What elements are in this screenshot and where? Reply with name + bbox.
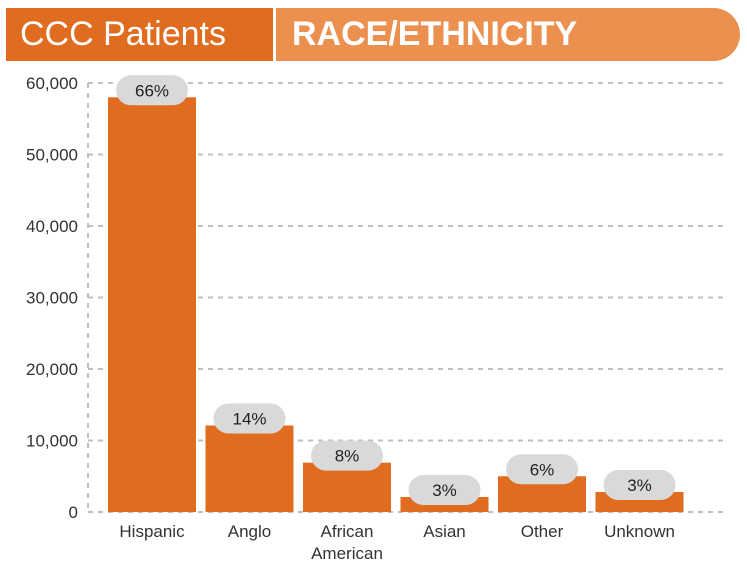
y-tick-label: 60,000 <box>26 74 78 93</box>
data-label: 8% <box>335 447 360 466</box>
category-label: Unknown <box>604 522 675 541</box>
header-banner: CCC Patients RACE/ETHNICITY <box>6 8 740 61</box>
data-label: 6% <box>530 460 555 479</box>
y-tick-label: 0 <box>69 503 78 522</box>
data-label: 3% <box>627 476 652 495</box>
bar <box>205 425 294 512</box>
data-label-pill <box>116 75 188 106</box>
category-label: American <box>311 544 383 563</box>
data-label-pill <box>506 454 578 485</box>
category-label: Other <box>521 522 564 541</box>
data-label: 66% <box>135 81 169 100</box>
y-tick-label: 40,000 <box>26 217 78 236</box>
bar <box>303 462 391 512</box>
data-label-pill <box>311 440 383 471</box>
category-label: Hispanic <box>119 522 185 541</box>
category-label: African <box>321 522 374 541</box>
bar <box>108 97 196 513</box>
data-label-pill <box>603 469 676 500</box>
y-tick-label: 10,000 <box>26 432 78 451</box>
y-tick-label: 20,000 <box>26 360 78 379</box>
category-label: Asian <box>423 522 466 541</box>
category-label: Anglo <box>228 522 271 541</box>
y-tick-label: 30,000 <box>26 289 78 308</box>
data-label: 3% <box>432 481 457 500</box>
banner-left-title: CCC Patients <box>6 8 273 61</box>
data-label: 14% <box>232 409 266 428</box>
banner-right-title: RACE/ETHNICITY <box>276 8 740 61</box>
y-tick-label: 50,000 <box>26 146 78 165</box>
data-label-pill <box>213 403 286 434</box>
data-label-pill <box>408 474 481 505</box>
